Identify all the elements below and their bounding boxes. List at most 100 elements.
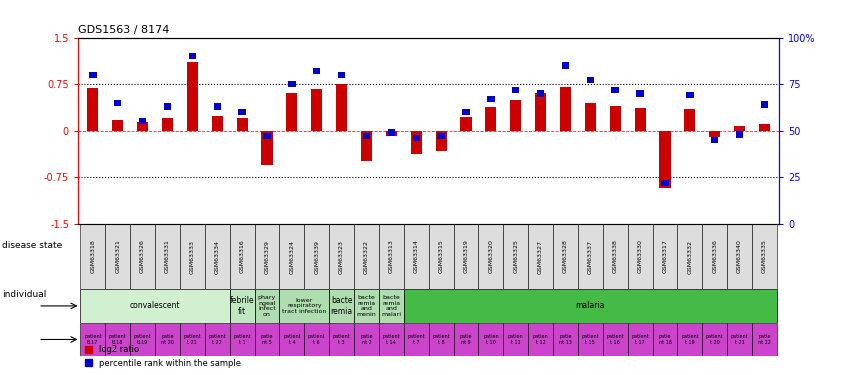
- Text: GSM63336: GSM63336: [712, 240, 717, 273]
- Bar: [562, 62, 569, 69]
- Text: GSM63339: GSM63339: [314, 240, 320, 273]
- Text: GSM63332: GSM63332: [688, 240, 692, 273]
- Bar: [512, 87, 520, 93]
- Bar: [404, 289, 777, 323]
- Bar: [454, 224, 478, 289]
- Text: GSM63334: GSM63334: [215, 240, 220, 273]
- Text: patien
t 11: patien t 11: [508, 334, 524, 345]
- Legend: log2 ratio, percentile rank within the sample: log2 ratio, percentile rank within the s…: [82, 342, 244, 371]
- Bar: [236, 118, 248, 131]
- Bar: [204, 224, 229, 289]
- Bar: [586, 77, 594, 84]
- Bar: [137, 122, 148, 131]
- Bar: [610, 106, 621, 131]
- Bar: [288, 81, 295, 87]
- Bar: [89, 72, 97, 78]
- Bar: [702, 224, 727, 289]
- Bar: [255, 289, 280, 323]
- Bar: [255, 323, 280, 356]
- Bar: [528, 224, 553, 289]
- Text: convalescent: convalescent: [130, 302, 180, 310]
- Bar: [313, 68, 320, 74]
- Text: GSM63317: GSM63317: [662, 240, 668, 273]
- Text: GSM63315: GSM63315: [438, 240, 443, 273]
- Bar: [485, 107, 496, 131]
- Bar: [734, 126, 746, 131]
- Bar: [81, 289, 229, 323]
- Text: GSM63328: GSM63328: [563, 240, 568, 273]
- Text: patie
nt 18: patie nt 18: [658, 334, 671, 345]
- Bar: [338, 72, 346, 78]
- Text: GDS1563 / 8174: GDS1563 / 8174: [78, 26, 170, 35]
- Bar: [87, 88, 99, 131]
- Bar: [229, 289, 255, 323]
- Bar: [204, 323, 229, 356]
- Bar: [637, 90, 643, 96]
- Text: GSM63316: GSM63316: [240, 240, 244, 273]
- Bar: [354, 224, 379, 289]
- Bar: [106, 323, 130, 356]
- Text: bacte
remia
and
malari: bacte remia and malari: [381, 295, 401, 317]
- Text: GSM63331: GSM63331: [165, 240, 170, 273]
- Bar: [329, 323, 354, 356]
- Bar: [412, 135, 420, 141]
- Bar: [139, 118, 146, 124]
- Bar: [155, 323, 180, 356]
- Bar: [361, 131, 372, 160]
- Text: patie
nt 20: patie nt 20: [161, 334, 174, 345]
- Text: patient
t 17: patient t 17: [631, 334, 649, 345]
- Text: GSM63321: GSM63321: [115, 240, 120, 273]
- Bar: [585, 103, 596, 131]
- Text: patient
t 1: patient t 1: [233, 334, 251, 345]
- Text: patient
t119: patient t119: [134, 334, 152, 345]
- Text: GSM63335: GSM63335: [762, 240, 767, 273]
- Bar: [537, 90, 545, 96]
- Bar: [503, 323, 528, 356]
- Text: febrile
fit: febrile fit: [229, 296, 255, 316]
- Text: patie
nt 2: patie nt 2: [360, 334, 372, 345]
- Bar: [487, 96, 494, 102]
- Text: GSM63323: GSM63323: [339, 240, 344, 273]
- Bar: [311, 89, 322, 131]
- Bar: [578, 323, 603, 356]
- Bar: [106, 224, 130, 289]
- Bar: [711, 137, 719, 143]
- Bar: [280, 289, 329, 323]
- Bar: [653, 323, 677, 356]
- Text: patient
t 15: patient t 15: [582, 334, 599, 345]
- Text: lower
respiratory
tract infection: lower respiratory tract infection: [282, 298, 326, 314]
- Bar: [677, 323, 702, 356]
- Text: patient
t117: patient t117: [84, 334, 101, 345]
- Bar: [304, 323, 329, 356]
- Text: GSM63322: GSM63322: [364, 240, 369, 273]
- Bar: [229, 224, 255, 289]
- Bar: [211, 116, 223, 131]
- Text: patient
t 8: patient t 8: [432, 334, 450, 345]
- Bar: [162, 118, 173, 131]
- Text: patient
t 14: patient t 14: [383, 334, 400, 345]
- Bar: [478, 323, 503, 356]
- Bar: [280, 224, 304, 289]
- Text: patient
t 21: patient t 21: [184, 334, 201, 345]
- Bar: [553, 323, 578, 356]
- Bar: [385, 131, 397, 136]
- Text: patien
t 10: patien t 10: [483, 334, 499, 345]
- Bar: [112, 120, 123, 131]
- Text: bacte
remia: bacte remia: [331, 296, 352, 316]
- Bar: [454, 323, 478, 356]
- Bar: [677, 224, 702, 289]
- Bar: [429, 224, 454, 289]
- Text: patient
t 7: patient t 7: [407, 334, 425, 345]
- Bar: [759, 124, 770, 131]
- Bar: [130, 323, 155, 356]
- Bar: [462, 109, 469, 115]
- Text: phary
ngeal
infect
on: phary ngeal infect on: [258, 295, 276, 317]
- Bar: [478, 224, 503, 289]
- Bar: [628, 323, 653, 356]
- Bar: [553, 224, 578, 289]
- Text: patie
nt 5: patie nt 5: [261, 334, 274, 345]
- Bar: [263, 133, 271, 140]
- Text: patie
nt 22: patie nt 22: [758, 334, 771, 345]
- Bar: [404, 323, 429, 356]
- Bar: [628, 224, 653, 289]
